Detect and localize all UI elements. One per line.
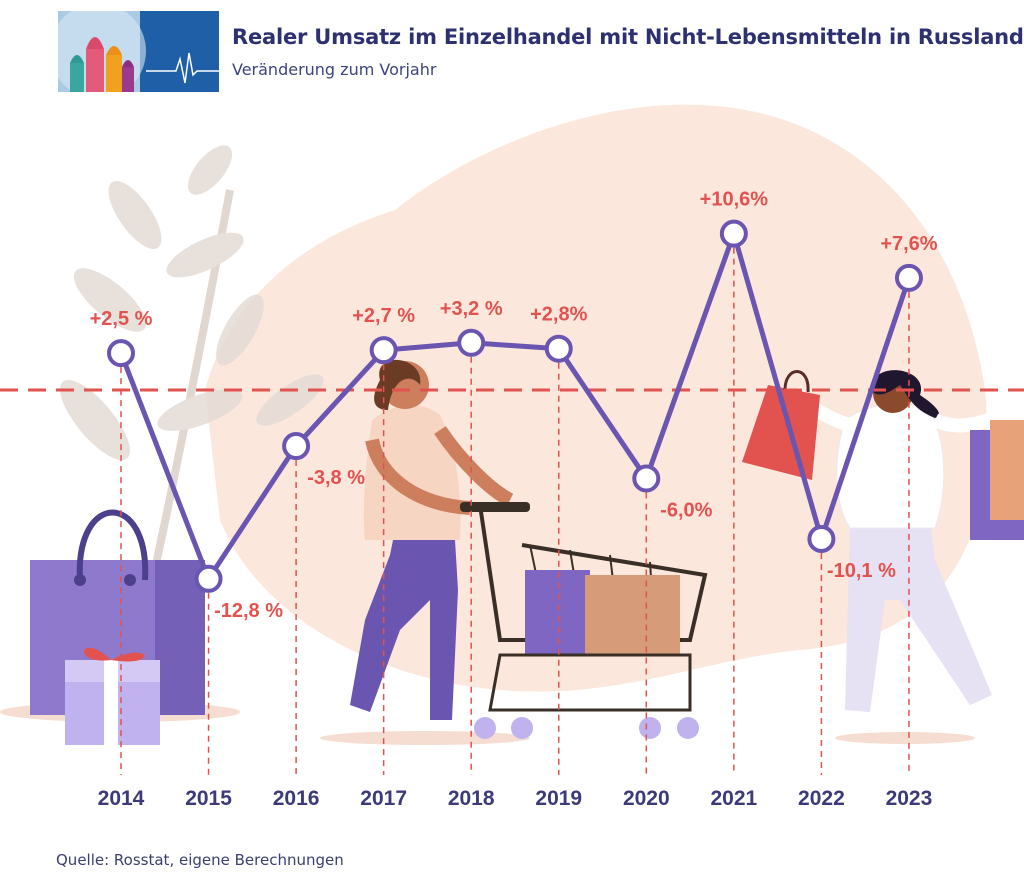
data-label: +3,2 %: [440, 298, 503, 320]
data-label: +2,7 %: [352, 305, 415, 327]
data-point: [369, 336, 398, 365]
series-line: [118, 231, 912, 582]
x-axis-tick-labels: 2014 2015 2016 2017 2018 2019 2020 2021 2022 2023: [98, 787, 933, 810]
data-markers: [107, 219, 923, 593]
x-tick-label: 2019: [535, 787, 582, 810]
data-label: +2,5 %: [90, 308, 153, 330]
data-point: [107, 339, 135, 368]
data-label: +10,6%: [700, 189, 769, 211]
x-tick-label: 2014: [98, 787, 145, 810]
x-tick-label: 2015: [185, 787, 232, 810]
chart-subtitle: Veränderung zum Vorjahr: [232, 60, 437, 79]
line-chart: +2,5 % -12,8 % -3,8 % +2,7 % +3,2 % +2,8% -6,0…: [0, 104, 1024, 810]
value-labels: +2,5 % -12,8 % -3,8 % +2,7 % +3,2 % +2,8% -6,0…: [90, 189, 938, 622]
data-point: [194, 564, 223, 593]
x-tick-label: 2017: [360, 787, 407, 810]
x-tick-label: 2020: [623, 787, 670, 810]
data-point: [282, 432, 311, 461]
data-point: [544, 334, 573, 363]
data-point: [632, 464, 661, 493]
data-label: -12,8 %: [214, 600, 283, 622]
source-note: Quelle: Rosstat, eigene Berechnungen: [56, 851, 344, 869]
data-label: -10,1 %: [827, 560, 896, 582]
background-illustration: [0, 104, 1024, 745]
data-label: -6,0%: [660, 500, 712, 522]
data-point: [457, 328, 486, 357]
x-tick-label: 2021: [710, 787, 757, 810]
data-label: +7,6%: [880, 233, 937, 255]
x-tick-label: 2022: [798, 787, 845, 810]
x-tick-label: 2016: [273, 787, 320, 810]
data-label: -3,8 %: [307, 467, 365, 489]
drop-lines: [120, 247, 910, 775]
data-point: [894, 263, 923, 292]
logo-image: [58, 11, 219, 92]
data-label: +2,8%: [530, 304, 587, 326]
chart-title: Realer Umsatz im Einzelhandel mit Nicht-…: [232, 25, 1024, 49]
x-tick-label: 2018: [448, 787, 495, 810]
data-point: [719, 219, 748, 248]
data-point: [807, 524, 836, 553]
x-tick-label: 2023: [886, 787, 933, 810]
